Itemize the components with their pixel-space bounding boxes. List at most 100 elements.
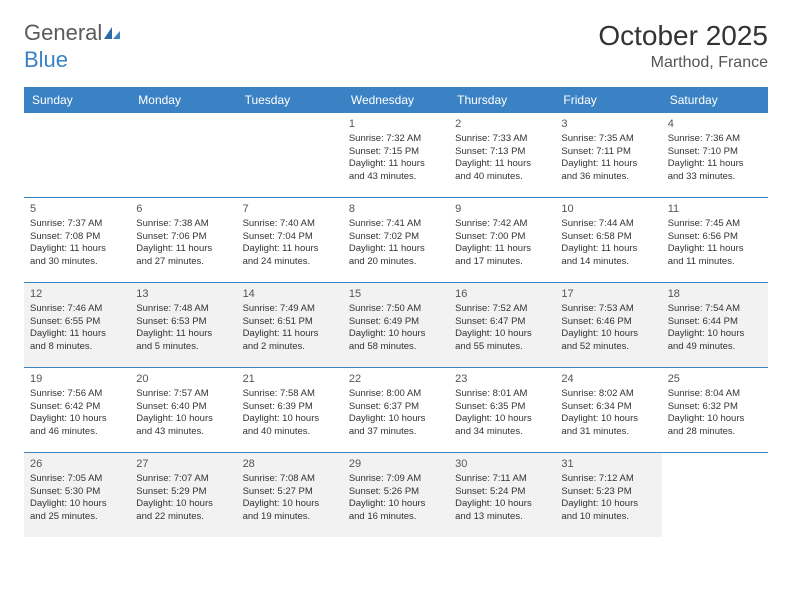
day-cell: 22 Sunrise: 8:00 AMSunset: 6:37 PMDayligh…	[343, 368, 449, 452]
sunset-line: Sunset: 6:39 PM	[243, 401, 337, 413]
day-header: Sunday	[24, 87, 130, 113]
sunrise-line: Sunrise: 7:12 AM	[561, 473, 655, 485]
day-cell: 19Sunrise: 7:56 AMSunset: 6:42 PMDayligh…	[24, 368, 130, 452]
daylight-line: Daylight: 10 hours	[136, 498, 230, 510]
sunrise-line: Sunrise: 7:38 AM	[136, 218, 230, 230]
logo: GeneralBlue	[24, 20, 122, 73]
day-header-row: SundayMondayTuesdayWednesdayThursdayFrid…	[24, 87, 768, 113]
daylight-line: Daylight: 11 hours	[455, 243, 549, 255]
sunrise-line: Sunrise: 7:05 AM	[30, 473, 124, 485]
calendar: SundayMondayTuesdayWednesdayThursdayFrid…	[24, 87, 768, 537]
daylight-line: Daylight: 10 hours	[561, 328, 655, 340]
sunrise-line: Sunrise: 7:53 AM	[561, 303, 655, 315]
sunrise-line: Sunrise: 7:32 AM	[349, 133, 443, 145]
daylight-line: Daylight: 10 hours	[668, 413, 762, 425]
sunset-line: Sunset: 6:42 PM	[30, 401, 124, 413]
sunrise-line: Sunrise: 7:11 AM	[455, 473, 549, 485]
day-cell	[24, 113, 130, 197]
daylight-line: Daylight: 11 hours	[136, 243, 230, 255]
day-header: Tuesday	[237, 87, 343, 113]
daylight-line: and 16 minutes.	[349, 511, 443, 523]
daylight-line: Daylight: 11 hours	[455, 158, 549, 170]
day-header: Monday	[130, 87, 236, 113]
day-cell: 4Sunrise: 7:36 AMSunset: 7:10 PMDaylight…	[662, 113, 768, 197]
day-cell	[130, 113, 236, 197]
sunrise-line: Sunrise: 7:09 AM	[349, 473, 443, 485]
day-number: 10	[561, 202, 655, 216]
day-cell: 1Sunrise: 7:32 AMSunset: 7:15 PMDaylight…	[343, 113, 449, 197]
daylight-line: Daylight: 11 hours	[668, 158, 762, 170]
sunset-line: Sunset: 7:10 PM	[668, 146, 762, 158]
sunset-line: Sunset: 7:00 PM	[455, 231, 549, 243]
day-number: 26	[30, 457, 124, 471]
day-cell: 8Sunrise: 7:41 AMSunset: 7:02 PMDaylight…	[343, 198, 449, 282]
sunrise-line: Sunrise: 7:42 AM	[455, 218, 549, 230]
daylight-line: Daylight: 10 hours	[349, 413, 443, 425]
sunrise-line: Sunrise: 7:37 AM	[30, 218, 124, 230]
daylight-line: Daylight: 11 hours	[243, 328, 337, 340]
sunset-line: Sunset: 5:23 PM	[561, 486, 655, 498]
day-number: 9	[455, 202, 549, 216]
daylight-line: and 40 minutes.	[455, 171, 549, 183]
daylight-line: and 36 minutes.	[561, 171, 655, 183]
daylight-line: and 34 minutes.	[455, 426, 549, 438]
daylight-line: Daylight: 11 hours	[561, 158, 655, 170]
day-header: Saturday	[662, 87, 768, 113]
sunrise-line: Sunrise: 8:00 AM	[349, 388, 443, 400]
day-number: 24	[561, 372, 655, 386]
daylight-line: and 13 minutes.	[455, 511, 549, 523]
day-number: 19	[30, 372, 124, 386]
sunrise-line: Sunrise: 7:50 AM	[349, 303, 443, 315]
daylight-line: Daylight: 11 hours	[30, 328, 124, 340]
sunset-line: Sunset: 6:34 PM	[561, 401, 655, 413]
day-number: 1	[349, 117, 443, 131]
daylight-line: and 24 minutes.	[243, 256, 337, 268]
daylight-line: and 5 minutes.	[136, 341, 230, 353]
daylight-line: Daylight: 11 hours	[243, 243, 337, 255]
day-number: 22	[349, 372, 443, 386]
sunset-line: Sunset: 7:04 PM	[243, 231, 337, 243]
sunset-line: Sunset: 5:26 PM	[349, 486, 443, 498]
daylight-line: and 46 minutes.	[30, 426, 124, 438]
day-number: 18	[668, 287, 762, 301]
day-number: 27	[136, 457, 230, 471]
sunrise-line: Sunrise: 7:40 AM	[243, 218, 337, 230]
logo-text-blue: Blue	[24, 47, 68, 72]
daylight-line: Daylight: 10 hours	[455, 498, 549, 510]
calendar-week-row: 12Sunrise: 7:46 AMSunset: 6:55 PMDayligh…	[24, 283, 768, 368]
sunrise-line: Sunrise: 7:49 AM	[243, 303, 337, 315]
day-header: Wednesday	[343, 87, 449, 113]
daylight-line: and 19 minutes.	[243, 511, 337, 523]
calendar-week-row: 26Sunrise: 7:05 AMSunset: 5:30 PMDayligh…	[24, 453, 768, 537]
daylight-line: Daylight: 10 hours	[349, 328, 443, 340]
day-cell: 25Sunrise: 8:04 AMSunset: 6:32 PMDayligh…	[662, 368, 768, 452]
sunset-line: Sunset: 6:55 PM	[30, 316, 124, 328]
daylight-line: and 30 minutes.	[30, 256, 124, 268]
sunset-line: Sunset: 6:56 PM	[668, 231, 762, 243]
day-cell: 21Sunrise: 7:58 AMSunset: 6:39 PMDayligh…	[237, 368, 343, 452]
day-cell: 3Sunrise: 7:35 AMSunset: 7:11 PMDaylight…	[555, 113, 661, 197]
day-number: 13	[136, 287, 230, 301]
sunset-line: Sunset: 6:49 PM	[349, 316, 443, 328]
daylight-line: and 52 minutes.	[561, 341, 655, 353]
day-number: 4	[668, 117, 762, 131]
daylight-line: and 37 minutes.	[349, 426, 443, 438]
sunset-line: Sunset: 7:08 PM	[30, 231, 124, 243]
day-number: 15	[349, 287, 443, 301]
page-header: GeneralBlue October 2025 Marthod, France	[24, 20, 768, 73]
daylight-line: Daylight: 11 hours	[349, 243, 443, 255]
title-block: October 2025 Marthod, France	[598, 20, 768, 72]
daylight-line: Daylight: 10 hours	[455, 328, 549, 340]
daylight-line: Daylight: 10 hours	[561, 413, 655, 425]
sunset-line: Sunset: 6:51 PM	[243, 316, 337, 328]
day-number: 6	[136, 202, 230, 216]
day-cell: 27Sunrise: 7:07 AMSunset: 5:29 PMDayligh…	[130, 453, 236, 537]
day-cell: 13Sunrise: 7:48 AMSunset: 6:53 PMDayligh…	[130, 283, 236, 367]
sunset-line: Sunset: 7:13 PM	[455, 146, 549, 158]
sunset-line: Sunset: 5:27 PM	[243, 486, 337, 498]
sunset-line: Sunset: 6:37 PM	[349, 401, 443, 413]
day-cell: 31Sunrise: 7:12 AMSunset: 5:23 PMDayligh…	[555, 453, 661, 537]
day-cell: 2Sunrise: 7:33 AMSunset: 7:13 PMDaylight…	[449, 113, 555, 197]
daylight-line: and 20 minutes.	[349, 256, 443, 268]
daylight-line: and 10 minutes.	[561, 511, 655, 523]
